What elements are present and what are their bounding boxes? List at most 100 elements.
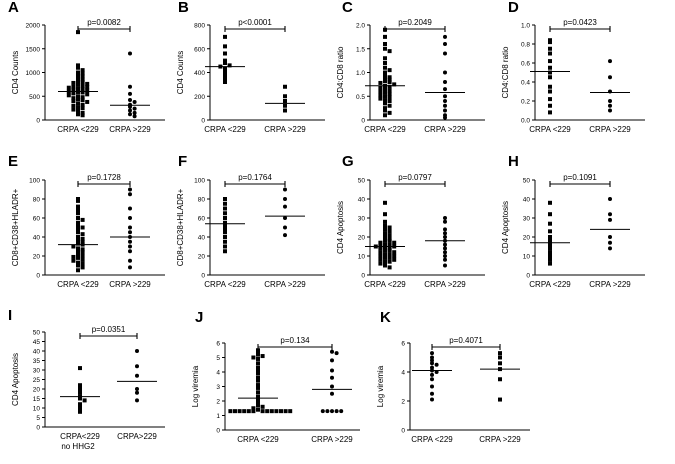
data-point	[71, 244, 76, 249]
data-point	[387, 68, 392, 73]
y-tick-label: 0.4	[521, 80, 530, 87]
data-point	[256, 365, 260, 370]
category-label: CRPA >229	[311, 435, 353, 444]
data-point	[430, 391, 434, 396]
data-point	[334, 351, 339, 356]
data-point	[548, 75, 552, 80]
data-point	[128, 239, 132, 244]
data-point	[242, 409, 247, 414]
data-point	[548, 40, 552, 45]
data-point	[443, 87, 447, 92]
category-label: CRPA>229	[117, 432, 157, 441]
data-point	[80, 261, 85, 266]
data-point	[223, 244, 227, 249]
y-tick-label: 5	[36, 415, 40, 422]
y-tick-label: 15	[33, 396, 41, 403]
category-label: CRPA<229	[60, 432, 100, 441]
category-label: CRPA >229	[264, 125, 306, 134]
data-point	[548, 246, 552, 251]
data-point	[383, 94, 387, 99]
data-point	[80, 95, 85, 100]
data-point	[283, 84, 287, 89]
data-point	[76, 70, 80, 75]
y-axis-title: CD4 Counts	[11, 51, 20, 95]
data-point	[608, 217, 612, 222]
data-point	[135, 373, 139, 378]
data-point	[223, 220, 227, 225]
data-point	[378, 250, 383, 255]
data-point	[443, 94, 447, 99]
y-axis-title: CD4 Apoptosis	[11, 353, 20, 406]
data-point	[76, 97, 80, 102]
data-point	[128, 98, 132, 103]
data-point	[256, 394, 260, 399]
data-point	[78, 409, 82, 414]
data-point	[283, 409, 288, 414]
data-point	[223, 216, 227, 220]
data-point	[387, 95, 392, 100]
panel-letter: F	[178, 153, 187, 170]
panel-h: H 0 10 20 30 40 50 CD4 Apoptosis CRPA <229 CRPA >…	[501, 153, 645, 289]
data-point	[548, 59, 552, 64]
data-point	[383, 108, 387, 113]
y-tick-label: 10	[523, 254, 531, 261]
data-point	[76, 204, 80, 209]
data-point	[330, 358, 334, 363]
data-point	[76, 30, 80, 35]
y-tick-label: 20	[198, 254, 206, 261]
data-point	[330, 349, 334, 354]
data-point	[498, 351, 502, 356]
y-axis-title: CD4 Apoptosis	[501, 201, 510, 254]
data-point	[608, 197, 612, 201]
y-axis-title: Log viremia	[191, 365, 200, 407]
data-point	[387, 229, 392, 234]
data-point	[387, 252, 392, 257]
y-axis-title: CD4 Counts	[176, 51, 185, 95]
data-point	[387, 103, 392, 108]
data-point	[223, 239, 227, 244]
data-point	[283, 216, 287, 220]
data-point	[548, 212, 552, 217]
y-tick-label: 100	[194, 178, 205, 185]
category-label: CRPA >229	[479, 435, 521, 444]
data-point	[251, 355, 256, 360]
data-point	[223, 230, 227, 235]
data-point	[548, 242, 552, 247]
data-point	[387, 75, 392, 80]
data-point	[76, 268, 80, 273]
y-tick-label: 35	[33, 358, 41, 365]
y-axis-title: CD8+CD38+HLADR+	[11, 188, 20, 266]
category-label: CRPA <229	[57, 280, 99, 289]
data-point	[430, 372, 434, 377]
y-tick-label: 40	[523, 197, 531, 204]
data-point	[80, 257, 85, 262]
data-point	[387, 242, 392, 247]
data-point	[392, 240, 397, 245]
data-point	[383, 76, 387, 81]
data-point	[223, 51, 227, 56]
data-point	[387, 77, 392, 82]
y-tick-label: 0.5	[356, 94, 365, 101]
data-point	[80, 265, 85, 270]
data-point	[387, 88, 392, 93]
category-label: CRPA >229	[424, 280, 466, 289]
data-point	[548, 89, 552, 94]
data-point	[330, 368, 334, 373]
data-point	[548, 261, 552, 266]
panel-letter: H	[508, 153, 519, 170]
data-point	[387, 225, 392, 230]
data-point	[223, 201, 227, 206]
data-point	[128, 112, 132, 117]
panel-g: G 0 10 20 30 40 50 CD4 Apoptosis CRPA <229 CRPA >…	[336, 153, 485, 289]
y-tick-label: 1.0	[356, 70, 365, 77]
data-point	[378, 261, 383, 266]
data-point	[76, 76, 80, 81]
y-tick-label: 80	[198, 197, 206, 204]
data-point	[548, 250, 552, 255]
data-point	[378, 257, 383, 262]
y-tick-label: 1.5	[356, 46, 365, 53]
y-tick-label: 500	[29, 94, 40, 101]
y-tick-label: 40	[198, 235, 206, 242]
data-point	[383, 106, 387, 111]
data-point	[443, 219, 447, 224]
